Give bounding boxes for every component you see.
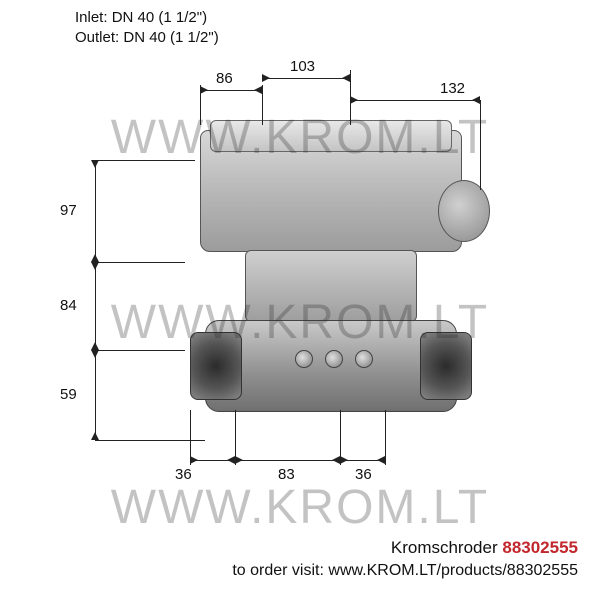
outlet-value: DN 40 (1 1/2") [123,29,218,46]
dim-label-36l: 36 [175,466,192,483]
inlet-label: Inlet: [75,9,108,26]
arrow-icon [342,74,350,82]
product-illustration [160,110,480,440]
brand-line: Kromschroder 88302555 [232,537,578,560]
arrow-icon [350,96,358,104]
outlet-line: Outlet: DN 40 (1 1/2") [75,28,219,48]
dim-axis-left [95,160,96,440]
dim-label-86: 86 [216,70,233,87]
footer-block: Kromschroder 88302555 to order visit: ww… [232,537,578,582]
dim-label-132: 132 [440,80,465,97]
arrow-icon [340,456,348,464]
arrow-icon [472,96,480,104]
dim-axis-bottom [190,460,385,461]
part-number: 88302555 [502,538,578,557]
arrow-icon [91,432,99,440]
drawing-canvas: Inlet: DN 40 (1 1/2") Outlet: DN 40 (1 1… [0,0,600,600]
dim-label-97: 97 [60,202,77,219]
arrow-icon [377,456,385,464]
order-url: www.KROM.LT/products/88302555 [328,562,578,579]
dim-label-83: 83 [278,466,295,483]
dim-extension [95,160,195,161]
brand-name: Kromschroder [391,538,498,557]
bolt-icon [355,350,373,368]
inlet-value: DN 40 (1 1/2") [112,9,207,26]
inlet-line: Inlet: DN 40 (1 1/2") [75,8,219,28]
dim-line-103 [262,78,350,79]
arrow-icon [227,456,235,464]
watermark-text: WWW.KROM.LT [0,480,600,535]
outlet-port [420,332,472,400]
arrow-icon [254,86,262,94]
dim-extension [95,262,185,263]
arrow-icon [235,456,243,464]
bolt-icon [295,350,313,368]
port-spec-header: Inlet: DN 40 (1 1/2") Outlet: DN 40 (1 1… [75,8,219,49]
dim-label-36r: 36 [355,466,372,483]
order-line: to order visit: www.KROM.LT/products/883… [232,560,578,582]
dim-extension [385,410,386,465]
dim-extension [95,440,205,441]
coupling-block [245,250,417,322]
arrow-icon [91,254,99,262]
arrow-icon [332,456,340,464]
actuator-lid [210,120,452,152]
outlet-label: Outlet: [75,29,119,46]
dim-line-86 [200,90,262,91]
arrow-icon [262,74,270,82]
arrow-icon [200,86,208,94]
arrow-icon [91,350,99,358]
dim-line-132 [350,100,480,101]
arrow-icon [91,342,99,350]
dim-label-59: 59 [60,386,77,403]
dim-extension [262,85,263,125]
dim-extension [95,350,185,351]
dim-label-103: 103 [290,58,315,75]
inlet-port [190,332,242,400]
actuator-side-cylinder [438,180,490,242]
dim-label-84: 84 [60,297,77,314]
arrow-icon [190,456,198,464]
bolt-icon [325,350,343,368]
arrow-icon [91,262,99,270]
dim-extension [480,100,481,190]
order-prefix: to order visit: [232,562,324,579]
arrow-icon [91,160,99,168]
